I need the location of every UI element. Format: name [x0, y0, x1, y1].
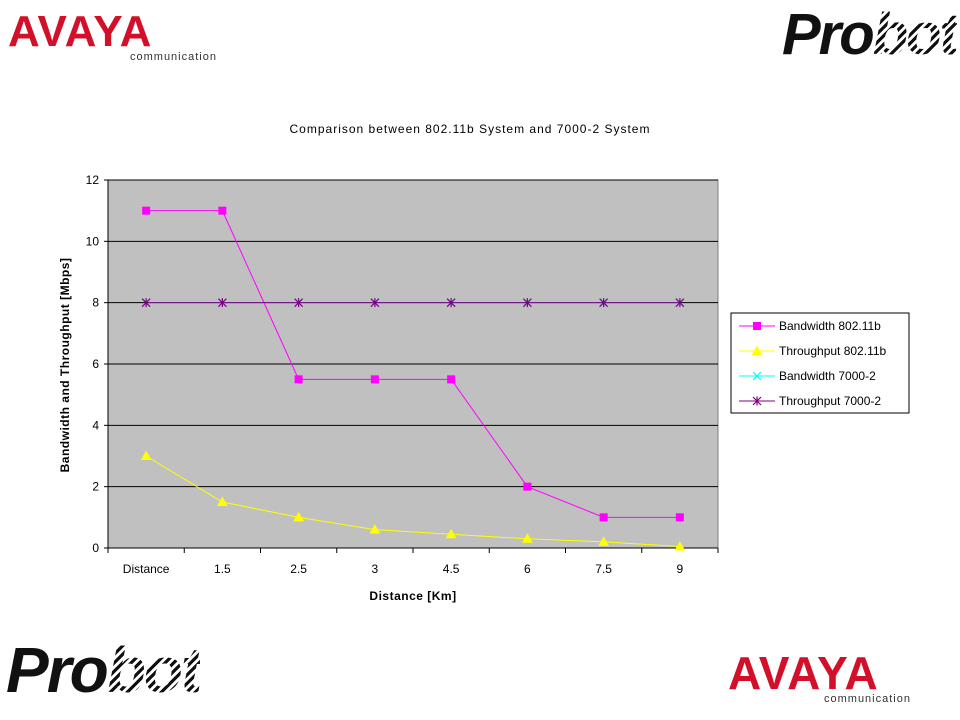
data-point [217, 298, 227, 308]
y-tick-label: 4 [92, 418, 99, 432]
probot-pro: Pro [6, 634, 109, 706]
y-axis-label: Bandwidth and Throughput [Mbps] [58, 258, 72, 473]
data-point [599, 513, 608, 522]
series-0 [142, 206, 684, 522]
legend-marker [752, 396, 762, 406]
y-tick-label: 12 [86, 173, 100, 187]
data-point [140, 450, 152, 460]
data-point [675, 513, 684, 522]
y-axis-ticks: 0 2 4 6 8 10 12 [86, 173, 108, 555]
series-1 [140, 450, 686, 551]
data-point [293, 511, 304, 522]
series-group [140, 206, 686, 551]
data-point [675, 298, 685, 308]
data-point [446, 298, 456, 308]
data-point [294, 298, 304, 308]
data-point [294, 375, 303, 384]
legend-marker [752, 371, 762, 381]
avaya-wordmark: AVAYA [8, 7, 153, 56]
legend-label: Bandwidth 802.11b [779, 319, 881, 333]
avaya-subtitle: communication [824, 693, 911, 705]
x-tick-label: 3 [372, 562, 379, 576]
legend-marker [751, 345, 763, 355]
legend-marker [753, 322, 761, 330]
data-point [218, 206, 227, 215]
x-tick-label: 9 [677, 562, 684, 576]
chart-title: Comparison between 802.11b System and 70… [290, 122, 651, 136]
y-tick-label: 6 [92, 357, 99, 371]
data-point [445, 528, 457, 539]
data-point [217, 496, 228, 506]
y-tick-label: 8 [92, 296, 99, 310]
probot-logo-top: Probot [782, 6, 959, 64]
x-tick-label: 1.5 [214, 562, 231, 576]
avaya-wordmark: AVAYA [728, 647, 879, 699]
data-point [142, 206, 151, 215]
x-axis-label: Distance [Km] [369, 589, 456, 603]
data-point [370, 298, 380, 308]
data-point [522, 298, 532, 308]
probot-logo-bottom: Probot [6, 638, 202, 702]
legend-label: Bandwidth 7000-2 [779, 369, 876, 383]
probot-bot: bot [106, 634, 202, 706]
probot-bot: bot [872, 2, 959, 67]
data-point [369, 524, 381, 534]
data-point [522, 533, 533, 543]
data-point [370, 375, 379, 384]
data-point [674, 540, 686, 551]
x-tick-label: 6 [524, 562, 531, 576]
legend-label: Throughput 802.11b [779, 344, 887, 358]
y-tick-label: 0 [92, 541, 99, 555]
series-line [146, 210, 680, 518]
avaya-logo-top: AVAYA communication [8, 10, 217, 63]
series-line [145, 455, 680, 547]
avaya-logo-bottom: AVAYA communication [728, 650, 911, 705]
y-tick-label: 2 [92, 480, 99, 494]
data-point [599, 298, 609, 308]
x-tick-label: 4.5 [443, 562, 460, 576]
avaya-subtitle: communication [130, 51, 217, 63]
legend-label: Throughput 7000-2 [779, 394, 881, 408]
data-point [598, 536, 609, 546]
x-axis-ticks: Distance 1.5 2.5 3 4.5 6 7.5 9 [107, 548, 719, 576]
data-point [141, 298, 151, 308]
x-tick-label: 7.5 [595, 562, 612, 576]
x-tick-label: 2.5 [290, 562, 307, 576]
legend: Bandwidth 802.11b Throughput 802.11b Bandw… [730, 312, 910, 414]
data-point [523, 482, 532, 491]
series-3 [141, 298, 685, 308]
x-tick-label: Distance [123, 562, 170, 576]
probot-pro: Pro [782, 2, 875, 67]
y-tick-label: 10 [86, 234, 100, 248]
data-point [447, 375, 456, 384]
